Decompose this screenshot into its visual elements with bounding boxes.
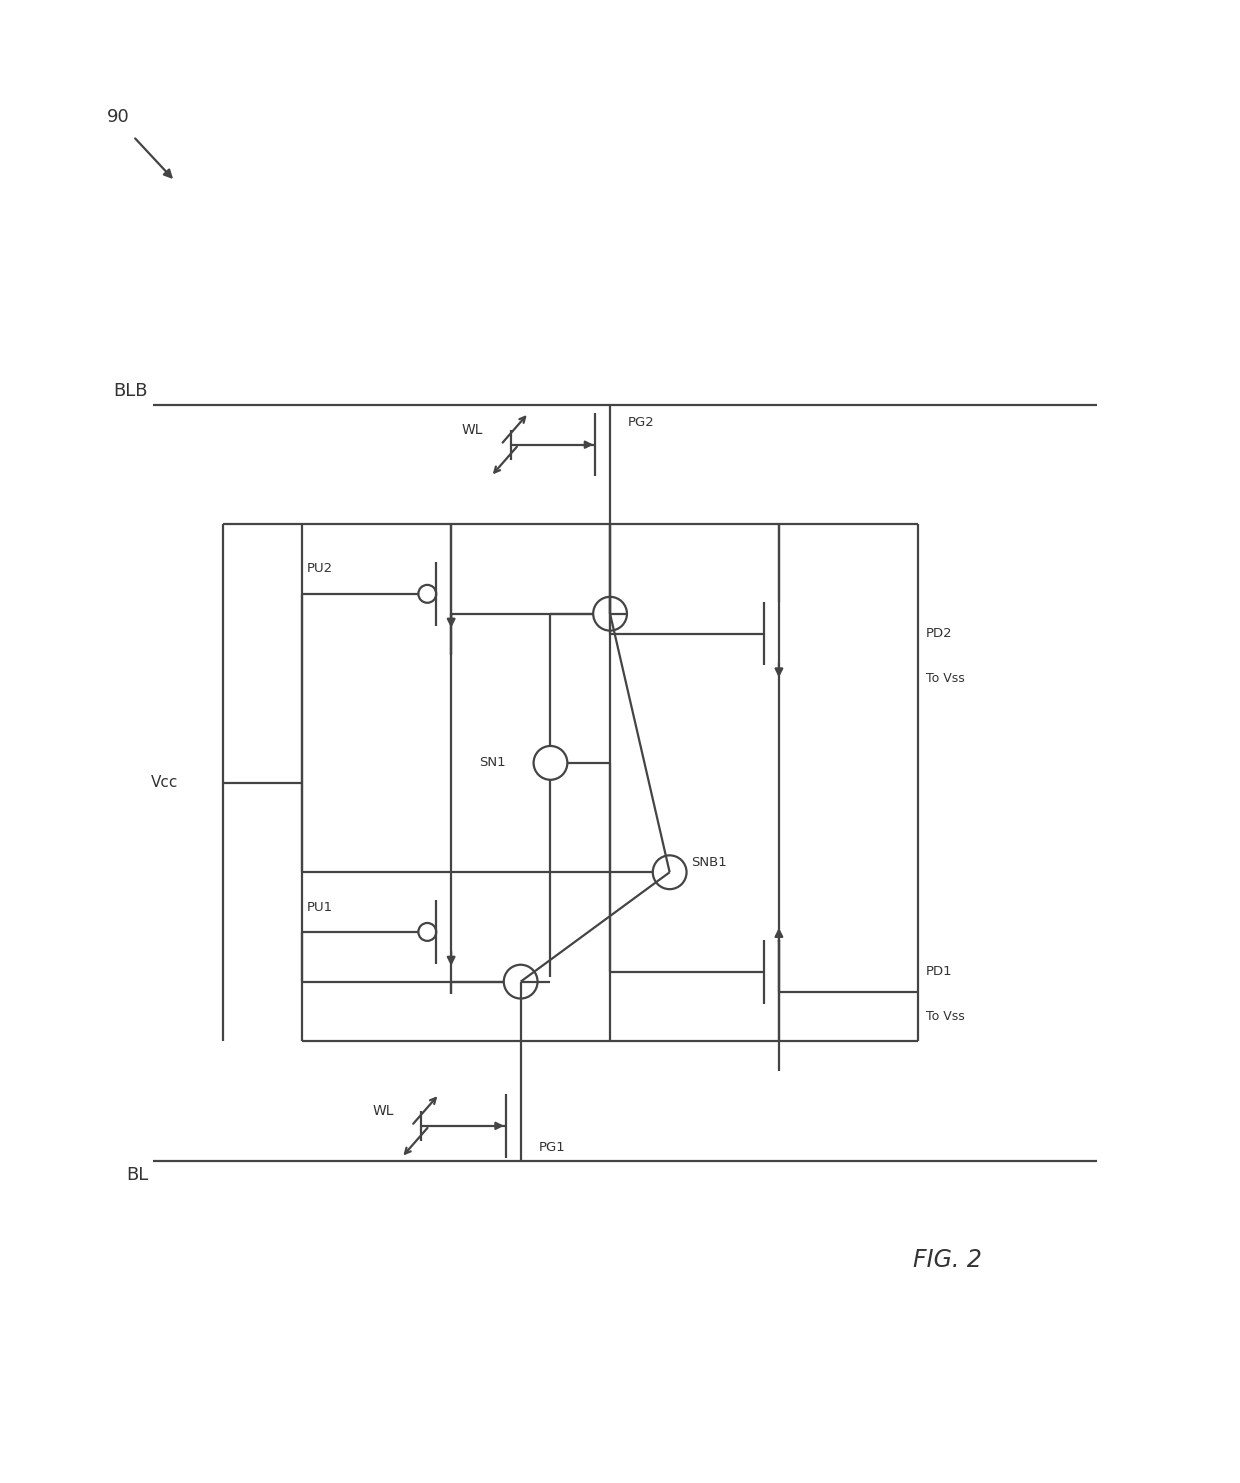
Text: To Vss: To Vss: [926, 672, 965, 685]
Text: PG2: PG2: [627, 417, 655, 429]
Text: PD2: PD2: [926, 627, 952, 641]
Text: 90: 90: [107, 108, 130, 126]
Text: FIG. 2: FIG. 2: [914, 1249, 982, 1272]
Text: PD1: PD1: [926, 965, 952, 979]
Text: WL: WL: [372, 1103, 393, 1118]
Text: SN1: SN1: [479, 756, 506, 770]
Text: PG1: PG1: [538, 1142, 565, 1154]
Text: BL: BL: [126, 1166, 149, 1183]
Text: To Vss: To Vss: [926, 1010, 965, 1023]
Text: BLB: BLB: [114, 383, 149, 400]
Text: PU1: PU1: [308, 900, 334, 914]
Text: Vcc: Vcc: [150, 776, 179, 790]
Text: SNB1: SNB1: [692, 856, 728, 869]
Text: PU2: PU2: [308, 562, 334, 575]
Text: WL: WL: [461, 423, 482, 436]
